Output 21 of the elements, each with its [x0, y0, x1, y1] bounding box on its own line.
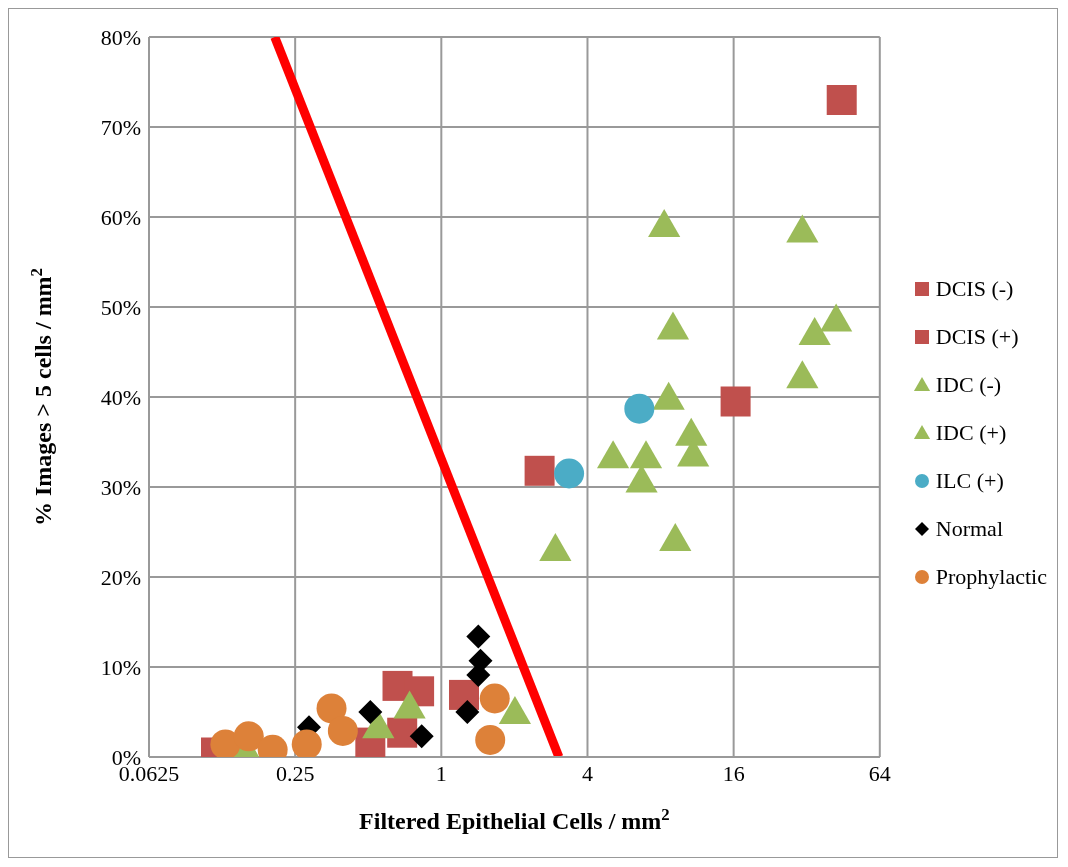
y-tick-label: 50%	[100, 294, 141, 320]
x-tick-label: 64	[868, 760, 891, 786]
x-tick-label: 4	[581, 760, 593, 786]
y-tick-label: 80%	[100, 24, 141, 50]
legend-label: DCIS (+)	[935, 324, 1019, 350]
legend-label: ILC (+)	[935, 468, 1004, 494]
y-tick-label: 10%	[100, 654, 141, 680]
x-tick-label: 16	[722, 760, 745, 786]
y-tick-label: 60%	[100, 204, 141, 230]
y-tick-label: 40%	[100, 384, 141, 410]
x-tick-label: 1	[435, 760, 447, 786]
legend-label: Prophylactic	[935, 564, 1047, 590]
legend-label: IDC (-)	[935, 372, 1002, 398]
x-axis-title: Filtered Epithelial Cells / mm$^{2}$	[359, 804, 670, 834]
y-tick-label: 30%	[100, 474, 141, 500]
legend-label: Normal	[935, 516, 1003, 542]
x-tick-label: 0.25	[275, 760, 315, 786]
legend-label: IDC (+)	[935, 420, 1007, 446]
legend-label: DCIS (-)	[935, 276, 1014, 302]
y-tick-label: 20%	[100, 564, 141, 590]
y-tick-label: 70%	[100, 114, 141, 140]
